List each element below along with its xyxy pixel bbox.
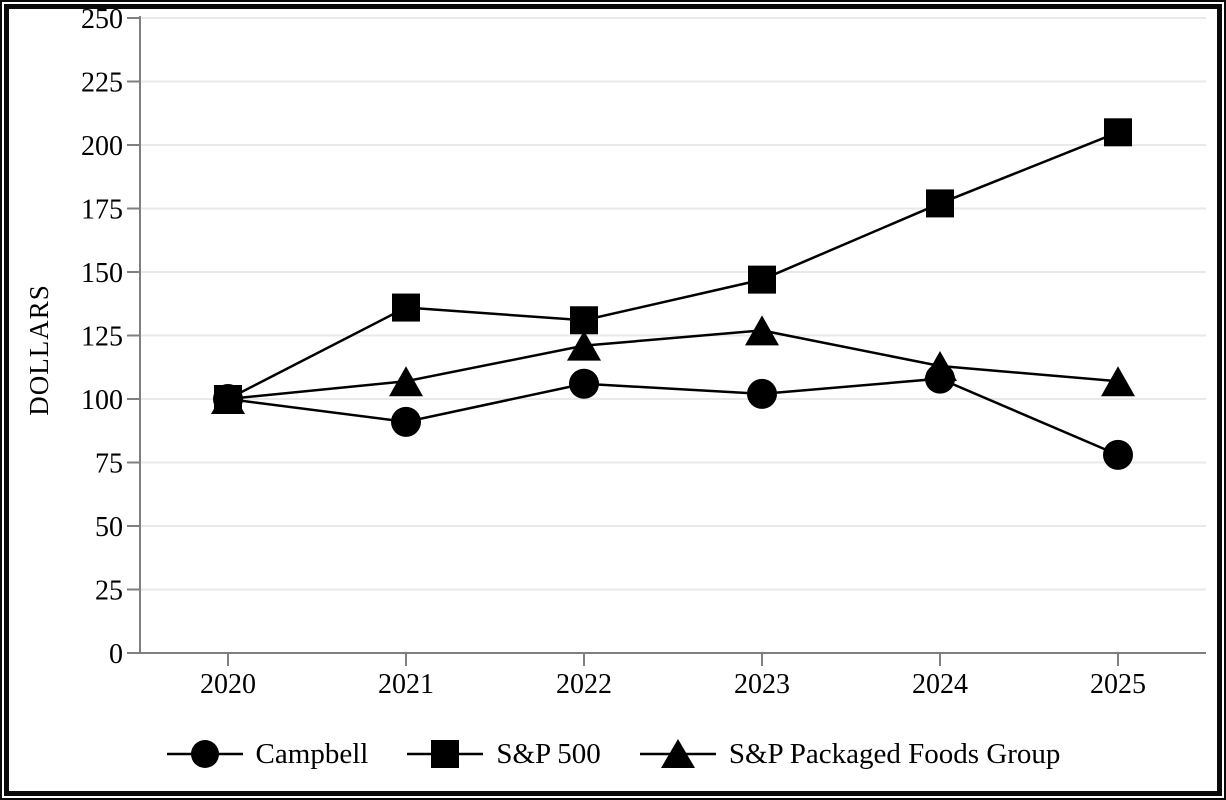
svg-text:125: 125 (81, 322, 123, 353)
svg-text:200: 200 (81, 131, 123, 162)
legend-item-packaged-foods: S&P Packaged Foods Group (639, 737, 1061, 771)
svg-text:150: 150 (81, 258, 123, 289)
svg-text:225: 225 (81, 68, 123, 99)
legend: Campbell S&P 500 S&P Packaged Foods Grou… (0, 726, 1226, 782)
svg-text:2022: 2022 (556, 669, 612, 700)
square-marker-icon (407, 740, 484, 768)
legend-label-campbell: Campbell (255, 737, 369, 770)
legend-label-sp500: S&P 500 (496, 737, 601, 770)
svg-text:2024: 2024 (912, 669, 968, 700)
legend-item-sp500: S&P 500 (406, 737, 601, 771)
svg-text:2021: 2021 (378, 669, 434, 700)
triangle-marker-icon (639, 739, 716, 768)
circle-marker-icon (166, 740, 243, 768)
svg-text:0: 0 (109, 639, 123, 670)
svg-text:50: 50 (95, 512, 123, 543)
svg-text:2020: 2020 (200, 669, 256, 700)
svg-text:25: 25 (95, 576, 123, 607)
svg-text:250: 250 (81, 4, 123, 35)
legend-item-campbell: Campbell (166, 737, 369, 771)
svg-text:75: 75 (95, 449, 123, 480)
svg-text:2023: 2023 (734, 669, 790, 700)
legend-label-packaged-foods: S&P Packaged Foods Group (728, 737, 1061, 770)
svg-text:175: 175 (81, 195, 123, 226)
svg-text:2025: 2025 (1090, 669, 1146, 700)
y-axis-title: DOLLARS (24, 284, 54, 416)
svg-text:100: 100 (81, 385, 123, 416)
